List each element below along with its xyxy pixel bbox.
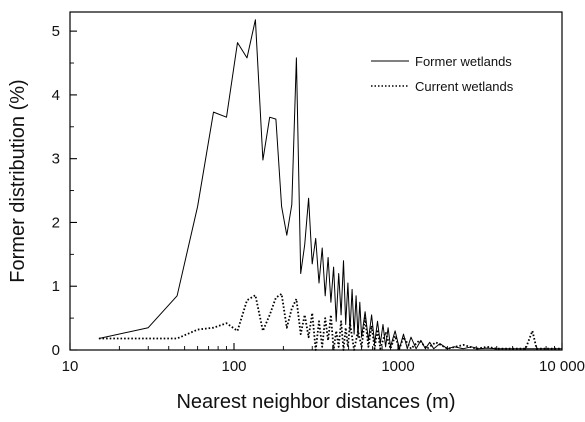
legend-label-current-wetlands: Current wetlands bbox=[415, 79, 514, 94]
y-tick-label: 4 bbox=[52, 87, 60, 104]
x-tick-label: 100 bbox=[221, 358, 246, 375]
y-tick-label: 5 bbox=[52, 23, 60, 40]
x-tick-label: 10 000 bbox=[539, 358, 585, 375]
y-tick-label: 3 bbox=[52, 151, 60, 168]
y-tick-label: 2 bbox=[52, 214, 60, 231]
x-axis-minor-ticks bbox=[118, 346, 555, 350]
x-tick-label: 10 bbox=[62, 358, 79, 375]
x-tick-label: 1000 bbox=[381, 358, 414, 375]
plot-area: 10 100 1000 10 000 0 1 2 3 4 5 bbox=[52, 11, 585, 375]
y-tick-label: 1 bbox=[52, 278, 60, 295]
y-axis-ticks: 0 1 2 3 4 5 bbox=[52, 23, 77, 359]
series-line-current-wetlands bbox=[98, 292, 562, 351]
y-tick-label: 0 bbox=[52, 342, 60, 359]
legend-label-former-wetlands: Former wetlands bbox=[415, 54, 512, 69]
series-line-former-wetlands bbox=[98, 19, 562, 350]
x-axis-title: Nearest neighbor distances (m) bbox=[176, 391, 455, 413]
series-layer bbox=[98, 19, 562, 351]
x-axis-ticks: 10 100 1000 10 000 bbox=[62, 343, 585, 375]
legend: Former wetlands Current wetlands bbox=[371, 54, 514, 94]
y-axis-title: Former distribution (%) bbox=[7, 79, 29, 282]
